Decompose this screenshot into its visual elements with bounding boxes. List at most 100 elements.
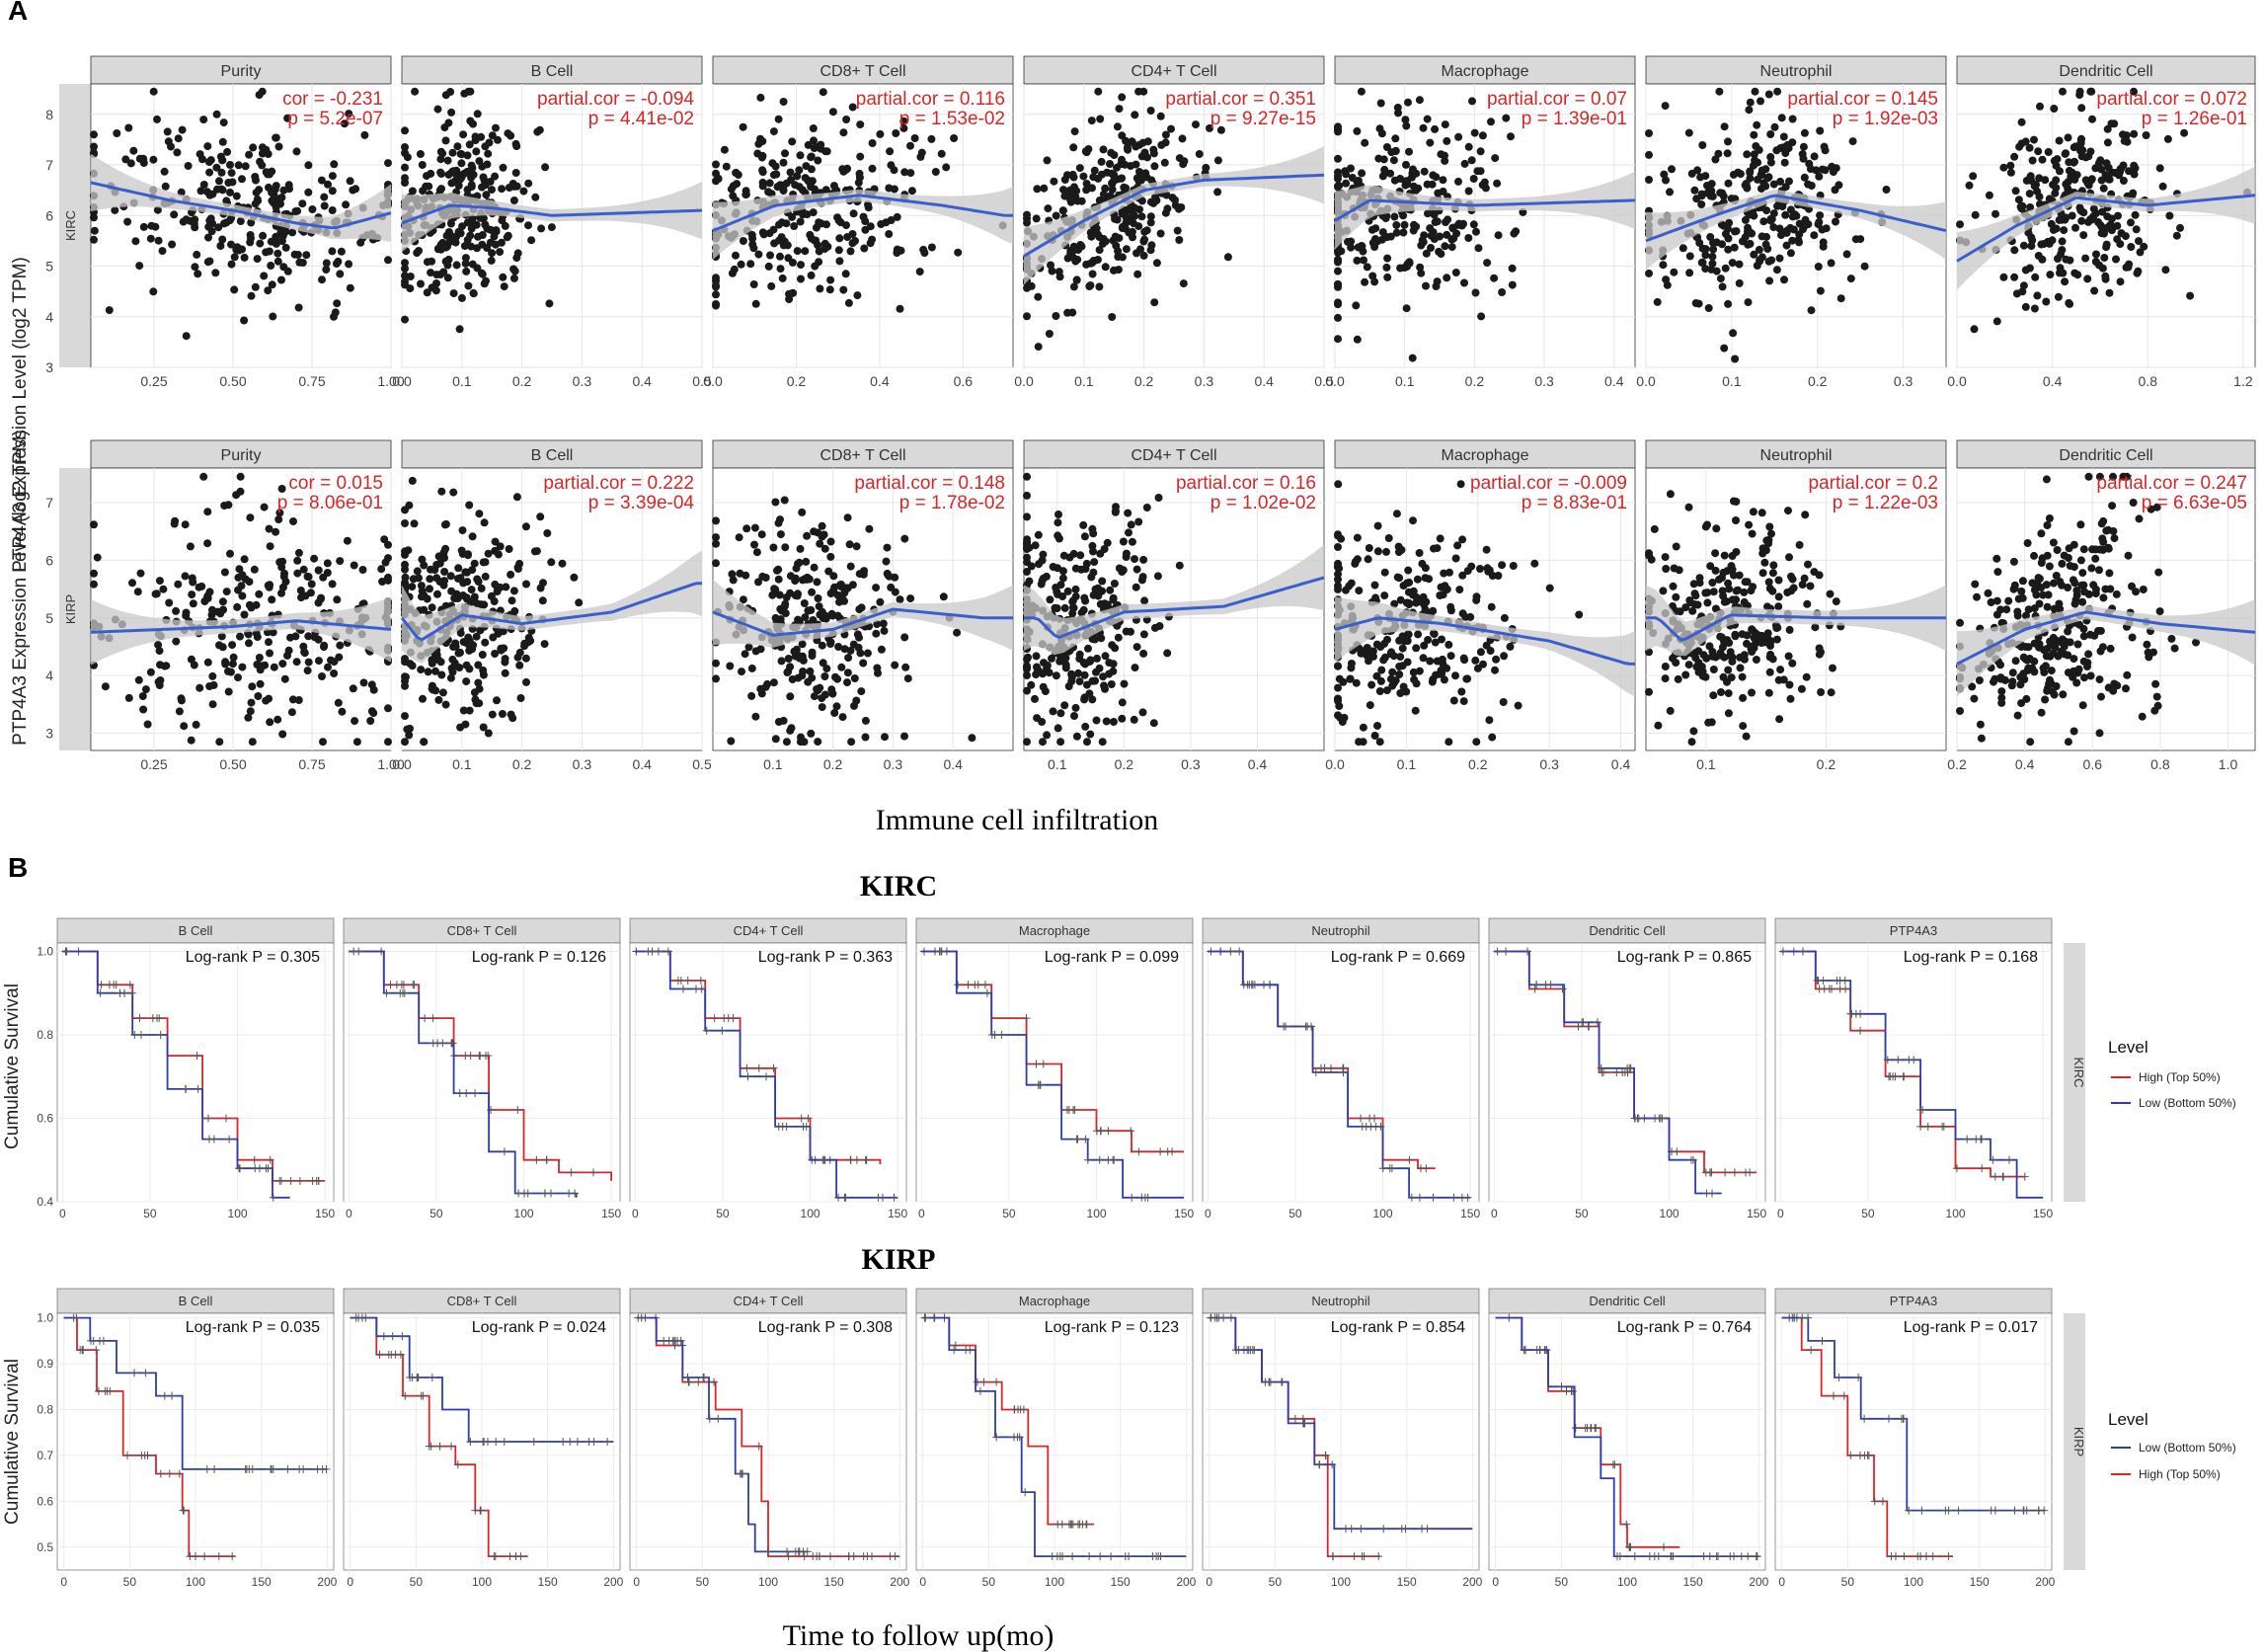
data-point xyxy=(269,312,277,321)
data-point xyxy=(199,181,208,189)
data-point xyxy=(1423,115,1432,123)
data-point xyxy=(499,627,508,636)
data-point xyxy=(2104,683,2113,692)
data-point xyxy=(1068,170,1077,179)
data-point xyxy=(488,249,497,258)
data-point xyxy=(1684,661,1693,669)
data-point xyxy=(1788,236,1797,245)
data-point xyxy=(221,660,230,669)
data-point xyxy=(1748,529,1757,538)
data-point xyxy=(463,578,472,587)
x-tick-label: 0.0 xyxy=(1014,373,1034,389)
data-point xyxy=(1751,87,1759,96)
data-point xyxy=(2097,519,2106,528)
data-point xyxy=(1764,257,1773,266)
data-point xyxy=(1806,582,1815,590)
data-point xyxy=(1437,150,1445,159)
data-point xyxy=(310,554,319,563)
data-point xyxy=(1508,264,1517,273)
censor-mark xyxy=(295,1176,304,1185)
data-point xyxy=(384,256,392,265)
data-point xyxy=(754,578,762,587)
data-point xyxy=(1149,198,1158,207)
data-point xyxy=(2097,176,2106,185)
data-point xyxy=(2013,611,2022,620)
data-point xyxy=(727,737,736,746)
data-point xyxy=(1339,677,1348,686)
data-point xyxy=(782,179,791,188)
censor-mark xyxy=(523,1189,532,1198)
data-point xyxy=(1397,545,1406,554)
data-point xyxy=(1052,211,1060,220)
data-point xyxy=(1115,234,1124,243)
data-point xyxy=(1138,708,1147,717)
data-point xyxy=(1968,682,1977,691)
data-point xyxy=(1115,105,1124,114)
data-point xyxy=(2096,221,2105,230)
data-point xyxy=(1650,524,1659,533)
data-point xyxy=(2074,665,2083,673)
data-point xyxy=(835,257,844,266)
data-point xyxy=(436,147,445,156)
data-point xyxy=(505,545,513,553)
data-point xyxy=(149,155,158,164)
data-point xyxy=(1766,130,1775,138)
data-point xyxy=(285,185,293,194)
data-point xyxy=(1666,706,1675,715)
data-point xyxy=(1454,177,1462,186)
data-point xyxy=(155,577,164,586)
data-point xyxy=(1732,587,1741,595)
censor-mark xyxy=(127,988,136,997)
data-point xyxy=(314,566,323,575)
censor-mark xyxy=(1239,981,1248,989)
data-point xyxy=(1459,654,1468,663)
data-point xyxy=(2066,256,2074,265)
data-point xyxy=(1800,574,1809,583)
data-point xyxy=(1764,578,1773,587)
data-point xyxy=(288,228,297,237)
data-point xyxy=(756,684,765,693)
censor-mark xyxy=(1429,1193,1438,1202)
data-point xyxy=(1033,663,1041,671)
data-point xyxy=(2064,133,2072,142)
censor-mark xyxy=(156,1031,165,1039)
data-point xyxy=(782,738,791,747)
kirc-surv-ylabel: Cumulative Survival xyxy=(2,983,23,1149)
censor-mark xyxy=(1376,1122,1385,1131)
data-point xyxy=(1735,571,1744,580)
data-point xyxy=(1363,263,1371,272)
data-point xyxy=(2106,220,2115,229)
data-point xyxy=(1365,657,1372,666)
data-point xyxy=(841,270,850,278)
data-point xyxy=(1819,242,1828,251)
data-point xyxy=(1023,568,1031,576)
data-point xyxy=(1689,727,1698,736)
data-point xyxy=(131,237,140,246)
data-point xyxy=(143,720,152,729)
censor-mark xyxy=(1311,1068,1320,1076)
data-point xyxy=(246,707,255,716)
data-point xyxy=(1072,275,1081,284)
data-point xyxy=(1694,299,1703,308)
facet-strip xyxy=(90,439,392,469)
data-point xyxy=(1827,688,1835,697)
data-point xyxy=(491,172,500,181)
data-point xyxy=(507,570,515,579)
data-point xyxy=(470,592,479,601)
censor-mark xyxy=(980,981,989,989)
data-point xyxy=(1408,354,1417,362)
p-value-stat: p = 5.2e-07 xyxy=(287,109,383,129)
x-tick-label: 0.3 xyxy=(573,373,592,389)
data-point xyxy=(1774,592,1783,601)
data-point xyxy=(1334,563,1342,572)
data-point xyxy=(1575,610,1584,619)
x-tick-label: 0.50 xyxy=(219,373,246,389)
data-point xyxy=(1797,684,1806,693)
censor-mark xyxy=(1532,981,1541,989)
data-point xyxy=(1081,596,1090,605)
data-point xyxy=(298,199,307,208)
correlation-stat: partial.cor = 0.145 xyxy=(1787,89,1938,110)
data-point xyxy=(1993,568,2002,577)
data-point xyxy=(1740,655,1749,664)
data-point xyxy=(1109,718,1118,726)
